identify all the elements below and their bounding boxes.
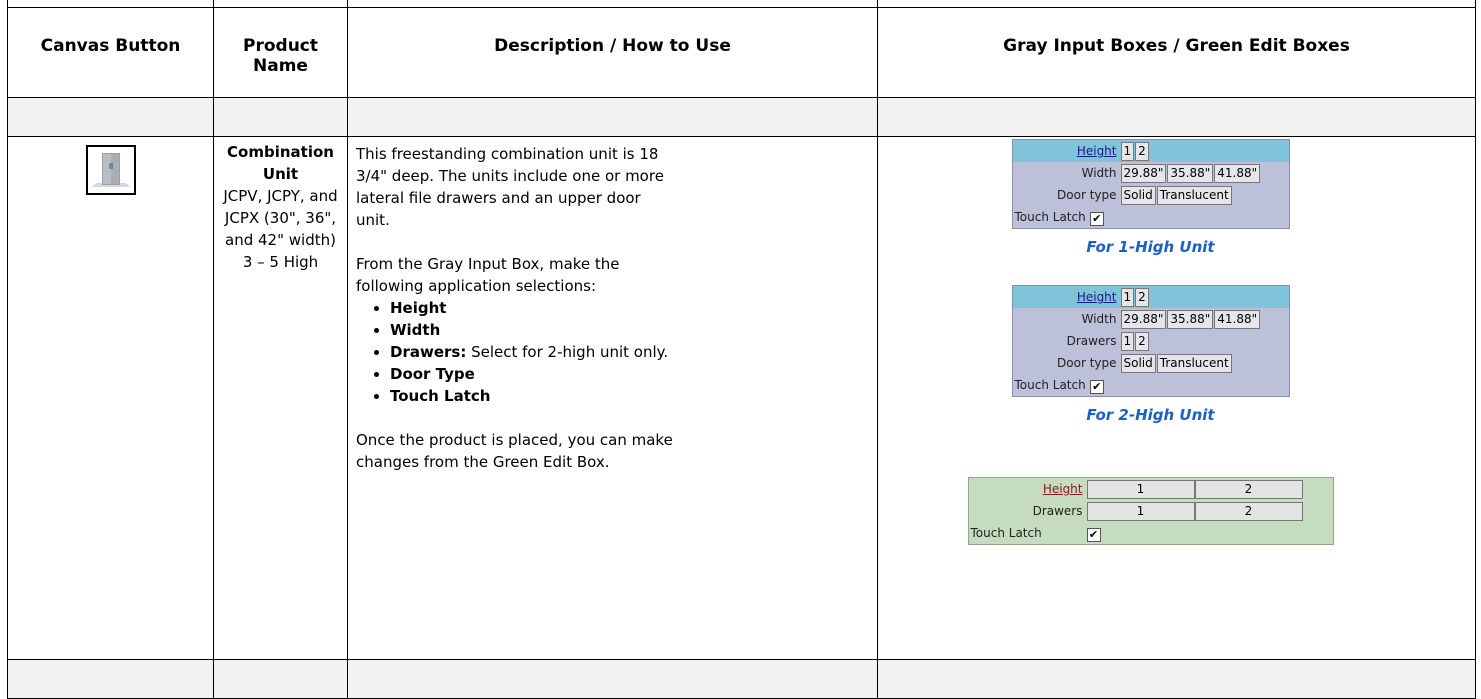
field-label[interactable]: Height bbox=[1076, 290, 1117, 304]
selection-note: Select for 2-high unit only. bbox=[471, 343, 669, 361]
option-button[interactable]: 41.88" bbox=[1214, 309, 1261, 329]
product-row: Combination Unit JCPV, JCPY, and JCPX (3… bbox=[7, 136, 1476, 660]
field-label: Door type bbox=[1057, 188, 1117, 202]
product-models: JCPV, JCPY, and JCPX bbox=[223, 187, 338, 227]
gray-box: Height 1 2 Width 29.88" 35.88" 41.88" Door type… bbox=[1011, 139, 1290, 229]
description-instruction: From the Gray Input Box, make the follow… bbox=[356, 255, 620, 295]
option-button[interactable]: 1 bbox=[1086, 479, 1195, 499]
shaded-row bbox=[7, 97, 1476, 137]
selection-item: Door Type bbox=[390, 363, 676, 385]
table-top-row bbox=[7, 0, 1476, 8]
option-button[interactable]: 1 bbox=[1120, 141, 1135, 161]
option-button[interactable]: 2 bbox=[1135, 331, 1149, 351]
option-button[interactable]: Solid bbox=[1120, 185, 1156, 205]
checkbox[interactable]: ✔ bbox=[1089, 380, 1104, 394]
header-cell: Gray Input Boxes / Green Edit Boxes bbox=[877, 7, 1476, 98]
option-button[interactable]: 35.88" bbox=[1167, 309, 1214, 329]
selection-list: Height Width Drawers: Select for 2-high un… bbox=[356, 297, 676, 407]
product-name: Combination Unit bbox=[227, 143, 334, 183]
option-button[interactable]: 41.88" bbox=[1214, 163, 1261, 183]
box-row: Touch Latch ✔ bbox=[1013, 374, 1289, 396]
product-height: 3 – 5 High bbox=[242, 253, 319, 271]
canvas-button[interactable] bbox=[85, 145, 136, 195]
option-button[interactable]: Solid bbox=[1120, 353, 1156, 373]
header-cell: Description / How to Use bbox=[347, 7, 878, 98]
box-row: Touch Latch ✔ bbox=[969, 522, 1333, 544]
field-label[interactable]: Height bbox=[1076, 144, 1117, 158]
box-row: Height 1 2 bbox=[969, 478, 1333, 500]
selection-item: Width bbox=[390, 319, 676, 341]
selection-label: Height bbox=[390, 299, 447, 317]
selection-item: Touch Latch bbox=[390, 385, 676, 407]
field-label[interactable]: Height bbox=[1042, 482, 1083, 496]
selection-item: Drawers: Select for 2-high unit only. bbox=[390, 341, 676, 363]
header-cell: Product Name bbox=[213, 7, 348, 98]
box-row: Height 1 2 bbox=[1012, 140, 1289, 162]
option-button[interactable]: 1 bbox=[1120, 331, 1135, 351]
field-label: Width bbox=[1081, 166, 1117, 180]
selection-item: Height bbox=[390, 297, 676, 319]
field-label: Touch Latch bbox=[1014, 378, 1086, 392]
box-row: Drawers 1 2 bbox=[1013, 330, 1289, 352]
box-row: Door type Solid Translucent bbox=[1013, 184, 1289, 206]
product-widths: (30", 36", and 42" width) bbox=[225, 209, 337, 249]
option-button[interactable]: 29.88" bbox=[1120, 163, 1167, 183]
box-row: Touch Latch ✔ bbox=[1013, 206, 1289, 228]
field-label: Drawers bbox=[1066, 334, 1117, 348]
field-label: Width bbox=[1081, 312, 1117, 326]
boxes-column: Height 1 2 Width 29.88" 35.88" 41.88" Door type… bbox=[878, 137, 1475, 545]
field-label: Touch Latch bbox=[970, 526, 1042, 540]
selection-label: Touch Latch bbox=[390, 387, 491, 405]
product-cell: Combination Unit JCPV, JCPY, and JCPX (3… bbox=[213, 136, 348, 660]
box-caption: For 2-High Unit bbox=[1086, 406, 1215, 424]
header-row: Canvas Button Product Name Description /… bbox=[7, 7, 1476, 98]
description-closing: Once the product is placed, you can make… bbox=[356, 431, 673, 471]
canvas-button-cell bbox=[7, 136, 214, 660]
boxes-cell: Height 1 2 Width 29.88" 35.88" 41.88" Door type… bbox=[877, 136, 1476, 660]
shaded-row bbox=[7, 659, 1476, 699]
description-intro: This freestanding combination unit is 18… bbox=[356, 145, 664, 229]
field-label: Touch Latch bbox=[1014, 210, 1086, 224]
option-button[interactable]: 2 bbox=[1194, 479, 1303, 499]
field-label: Drawers bbox=[1032, 504, 1083, 518]
box-caption: For 1-High Unit bbox=[1086, 238, 1215, 256]
description-cell: This freestanding combination unit is 18… bbox=[347, 136, 878, 660]
box-row: Height 1 2 bbox=[1012, 286, 1289, 308]
option-button[interactable]: 29.88" bbox=[1120, 309, 1167, 329]
green-box: Height 1 2 Drawers 1 2 Touch Latch ✔ bbox=[967, 477, 1334, 545]
field-label: Door type bbox=[1057, 356, 1117, 370]
option-button[interactable]: 1 bbox=[1086, 501, 1195, 521]
option-button[interactable]: 35.88" bbox=[1167, 163, 1214, 183]
option-button[interactable]: Translucent bbox=[1156, 353, 1232, 373]
option-button[interactable]: 2 bbox=[1194, 501, 1303, 521]
option-button[interactable]: Translucent bbox=[1156, 185, 1232, 205]
box-row: Width 29.88" 35.88" 41.88" bbox=[1013, 308, 1289, 330]
checkbox[interactable]: ✔ bbox=[1089, 212, 1104, 226]
selection-label: Door Type bbox=[390, 365, 475, 383]
option-button[interactable]: 2 bbox=[1135, 141, 1149, 161]
box-row: Drawers 1 2 bbox=[969, 500, 1333, 522]
option-button[interactable]: 2 bbox=[1135, 287, 1149, 307]
gray-box: Height 1 2 Width 29.88" 35.88" 41.88" Drawers 1 2… bbox=[1011, 285, 1290, 397]
selection-label: Width bbox=[390, 321, 441, 339]
product-table: Canvas Button Product Name Description /… bbox=[7, 0, 1476, 699]
box-row: Door type Solid Translucent bbox=[1013, 352, 1289, 374]
box-row: Width 29.88" 35.88" 41.88" bbox=[1013, 162, 1289, 184]
option-button[interactable]: 1 bbox=[1120, 287, 1135, 307]
checkbox[interactable]: ✔ bbox=[1086, 528, 1101, 542]
selection-label: Drawers: bbox=[390, 343, 467, 361]
header-cell: Canvas Button bbox=[7, 7, 214, 98]
